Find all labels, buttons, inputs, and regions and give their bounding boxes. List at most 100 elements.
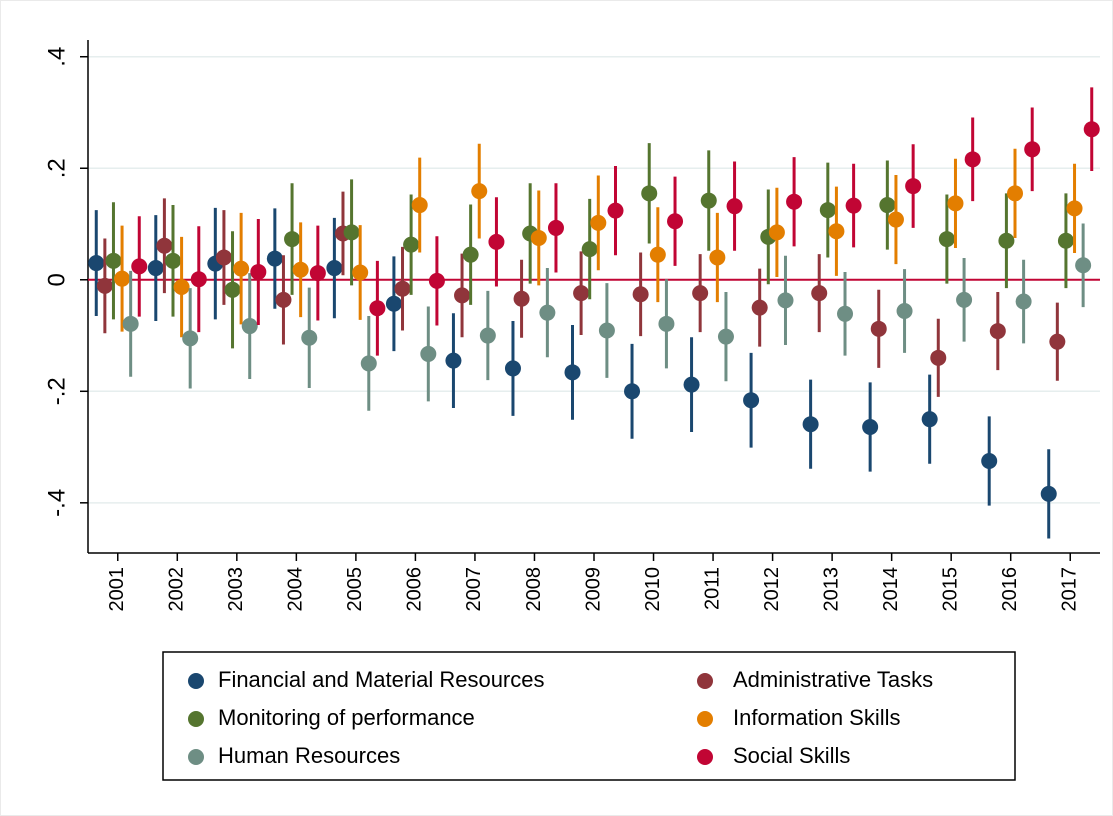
point — [1024, 141, 1041, 158]
point — [539, 304, 556, 321]
point — [462, 246, 479, 263]
y-tick-label: -.4 — [43, 489, 70, 517]
point — [667, 213, 684, 230]
point — [947, 195, 964, 212]
point — [530, 229, 547, 246]
point — [122, 315, 139, 332]
x-tick-label: 2013 — [820, 567, 842, 612]
x-tick-label: 2012 — [761, 567, 783, 612]
point — [828, 223, 845, 240]
point — [989, 323, 1006, 340]
point — [275, 291, 292, 308]
point — [284, 231, 301, 248]
point — [147, 260, 164, 277]
point — [837, 305, 854, 322]
point — [1057, 232, 1074, 249]
point — [692, 285, 709, 302]
point — [224, 281, 241, 298]
point — [96, 277, 113, 294]
x-tick-label: 2006 — [404, 567, 426, 612]
y-tick-label: .4 — [43, 47, 70, 67]
point — [88, 255, 105, 272]
point — [292, 261, 309, 278]
point — [598, 322, 615, 339]
point — [343, 224, 360, 241]
point — [887, 211, 904, 228]
point — [326, 260, 343, 277]
point — [1083, 121, 1100, 138]
y-tick-label: -.2 — [43, 377, 70, 405]
y-tick-label: .2 — [43, 158, 70, 178]
point — [233, 260, 250, 277]
x-tick-label: 2010 — [642, 567, 664, 612]
x-tick-label: 2005 — [344, 567, 366, 612]
legend-marker — [188, 673, 204, 689]
point — [905, 178, 922, 195]
point — [845, 197, 862, 214]
point — [420, 345, 437, 362]
point — [1066, 200, 1083, 217]
point — [641, 185, 658, 202]
point — [981, 452, 998, 469]
point — [726, 198, 743, 215]
point — [369, 300, 386, 317]
point — [921, 411, 938, 428]
point — [700, 192, 717, 209]
x-tick-label: 2009 — [582, 567, 604, 612]
point — [964, 151, 981, 168]
point — [513, 290, 530, 307]
x-tick-label: 2001 — [106, 567, 128, 612]
point — [743, 392, 760, 409]
point — [649, 246, 666, 263]
point — [683, 376, 700, 393]
point — [938, 231, 955, 248]
point — [164, 252, 181, 269]
point — [309, 265, 326, 282]
x-tick-label: 2011 — [701, 567, 723, 610]
point — [870, 320, 887, 337]
point — [777, 292, 794, 309]
point — [190, 271, 207, 288]
legend-label: Financial and Material Resources — [218, 667, 545, 692]
point — [352, 264, 369, 281]
x-tick-label: 2017 — [1059, 567, 1081, 612]
legend-marker — [697, 711, 713, 727]
point — [998, 232, 1015, 249]
point — [590, 214, 607, 231]
point — [454, 287, 471, 304]
point — [930, 349, 947, 366]
point — [250, 263, 267, 280]
legend-label: Human Resources — [218, 743, 400, 768]
x-tick-label: 2016 — [999, 567, 1021, 612]
point — [717, 328, 734, 345]
point — [411, 197, 428, 214]
point — [479, 327, 496, 344]
point — [632, 286, 649, 303]
point — [658, 315, 675, 332]
point — [173, 279, 190, 296]
point — [266, 250, 283, 267]
point — [547, 219, 564, 236]
legend-marker — [188, 749, 204, 765]
point — [709, 249, 726, 266]
point — [956, 291, 973, 308]
legend-marker — [697, 673, 713, 689]
x-tick-label: 2002 — [166, 567, 188, 612]
point — [1015, 293, 1032, 310]
point — [241, 318, 258, 335]
legend-marker — [188, 711, 204, 727]
point — [215, 249, 232, 266]
point — [156, 237, 173, 254]
point — [105, 252, 122, 269]
point — [573, 285, 590, 302]
legend-label: Social Skills — [733, 743, 850, 768]
point — [879, 197, 896, 214]
point — [811, 285, 828, 302]
point — [862, 418, 879, 435]
legend-marker — [697, 749, 713, 765]
point — [182, 330, 199, 347]
point — [896, 302, 913, 319]
legend-label: Information Skills — [733, 705, 901, 730]
x-tick-label: 2015 — [939, 567, 961, 612]
